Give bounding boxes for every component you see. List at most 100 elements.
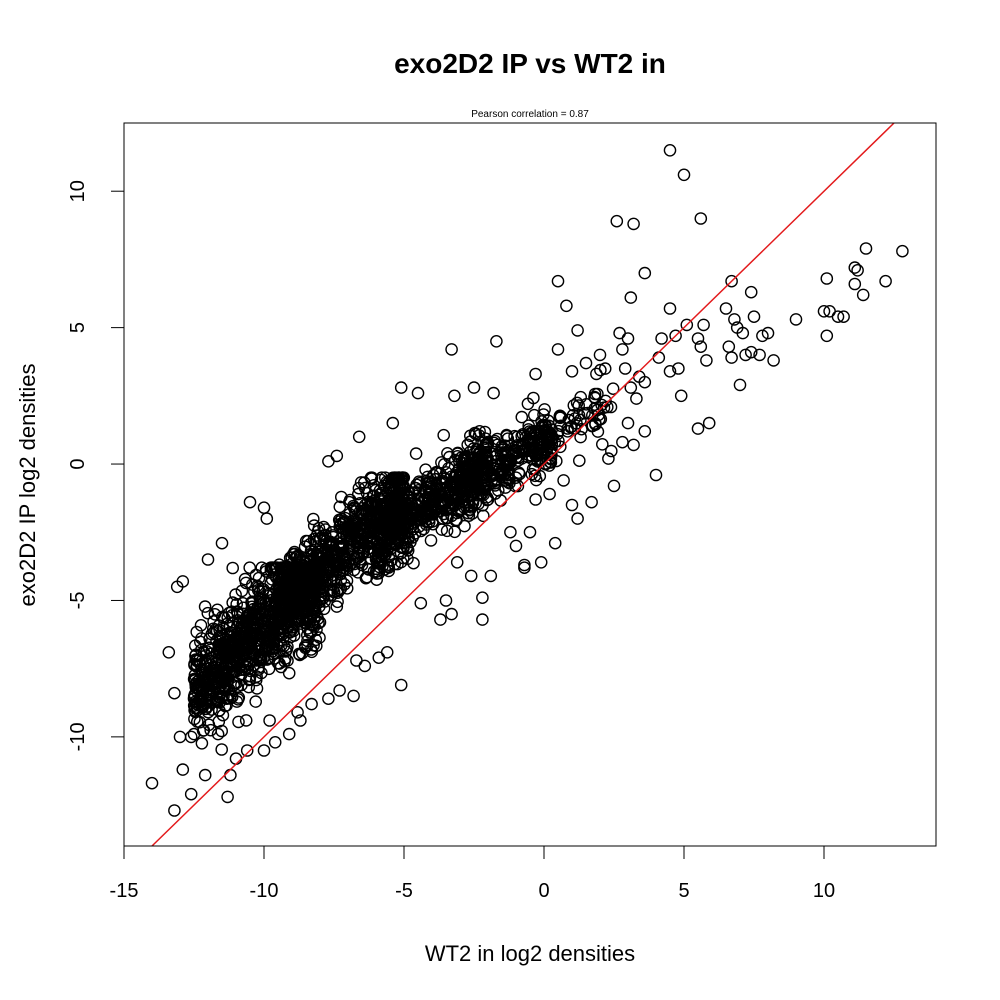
data-point	[373, 492, 386, 505]
data-point	[725, 351, 738, 364]
data-point	[605, 444, 618, 458]
x-tick-label: -10	[250, 880, 279, 902]
data-point	[616, 435, 629, 449]
data-point	[476, 509, 490, 523]
data-point	[279, 565, 293, 579]
data-point	[464, 500, 478, 514]
data-point	[244, 614, 257, 628]
y-tick-label: 0	[67, 458, 89, 469]
data-point	[221, 790, 234, 804]
data-point	[655, 332, 668, 345]
data-point	[440, 524, 454, 538]
data-point	[496, 446, 510, 460]
data-point	[733, 378, 747, 392]
data-point	[680, 318, 694, 332]
data-point	[196, 724, 210, 737]
data-point	[225, 690, 239, 704]
data-point	[240, 744, 254, 757]
data-point	[282, 727, 296, 741]
data-point	[557, 474, 570, 487]
data-point	[207, 661, 220, 674]
data-point	[551, 343, 565, 356]
data-point	[490, 448, 504, 462]
data-point	[627, 438, 640, 452]
data-point	[487, 436, 501, 450]
data-point	[702, 416, 716, 430]
data-point	[217, 611, 231, 625]
data-point	[347, 499, 360, 513]
data-point	[566, 408, 580, 422]
data-point	[190, 625, 203, 639]
data-point	[441, 446, 454, 460]
data-point	[728, 313, 741, 326]
data-point	[456, 494, 469, 508]
x-tick-label: 0	[538, 880, 549, 902]
data-point	[329, 564, 343, 578]
data-point	[225, 641, 238, 655]
data-point	[145, 776, 159, 790]
data-point	[221, 650, 235, 664]
data-point	[630, 392, 643, 405]
data-point	[500, 429, 514, 443]
data-point	[458, 480, 471, 494]
data-point	[624, 381, 638, 394]
data-point	[173, 730, 187, 744]
data-point	[851, 263, 864, 277]
data-point	[294, 617, 308, 630]
data-point	[744, 345, 758, 359]
data-point	[184, 730, 198, 744]
data-point	[250, 682, 264, 695]
data-point	[638, 375, 652, 389]
data-point	[229, 588, 242, 601]
data-point	[240, 643, 254, 657]
data-point	[197, 646, 211, 660]
data-point	[184, 787, 198, 801]
data-point	[228, 676, 242, 690]
data-point	[187, 692, 201, 705]
data-point	[257, 501, 271, 515]
data-point	[437, 428, 451, 442]
data-point	[434, 477, 448, 491]
data-point	[168, 804, 181, 817]
data-point	[363, 514, 377, 527]
data-point	[571, 324, 584, 337]
data-point	[455, 468, 469, 481]
data-point	[245, 600, 259, 614]
data-point	[238, 659, 252, 673]
data-point	[553, 409, 567, 423]
data-point	[325, 589, 338, 602]
data-point	[412, 483, 425, 497]
data-point	[484, 569, 498, 583]
data-point	[390, 488, 403, 502]
data-point	[649, 468, 663, 482]
data-point	[554, 440, 567, 454]
data-point	[162, 646, 176, 659]
data-point	[523, 525, 537, 539]
data-point	[610, 214, 624, 228]
data-point	[753, 348, 766, 362]
data-point	[301, 534, 315, 548]
data-point	[638, 424, 652, 438]
data-point	[260, 512, 274, 525]
data-point	[277, 625, 290, 639]
data-point	[573, 454, 586, 468]
data-point	[831, 310, 845, 324]
data-point	[216, 708, 230, 722]
data-point	[445, 607, 458, 621]
data-point	[333, 684, 346, 697]
data-point	[387, 476, 401, 490]
data-point	[467, 381, 481, 394]
data-point	[343, 536, 356, 549]
data-point	[700, 354, 713, 367]
data-point	[307, 519, 321, 532]
data-point	[237, 601, 250, 615]
data-point	[372, 651, 386, 665]
data-point	[305, 697, 318, 711]
data-point	[276, 582, 290, 596]
data-point	[572, 408, 586, 422]
data-point	[355, 558, 369, 572]
data-point	[411, 386, 425, 400]
data-point	[286, 548, 300, 561]
x-tick-label: -15	[110, 880, 139, 902]
